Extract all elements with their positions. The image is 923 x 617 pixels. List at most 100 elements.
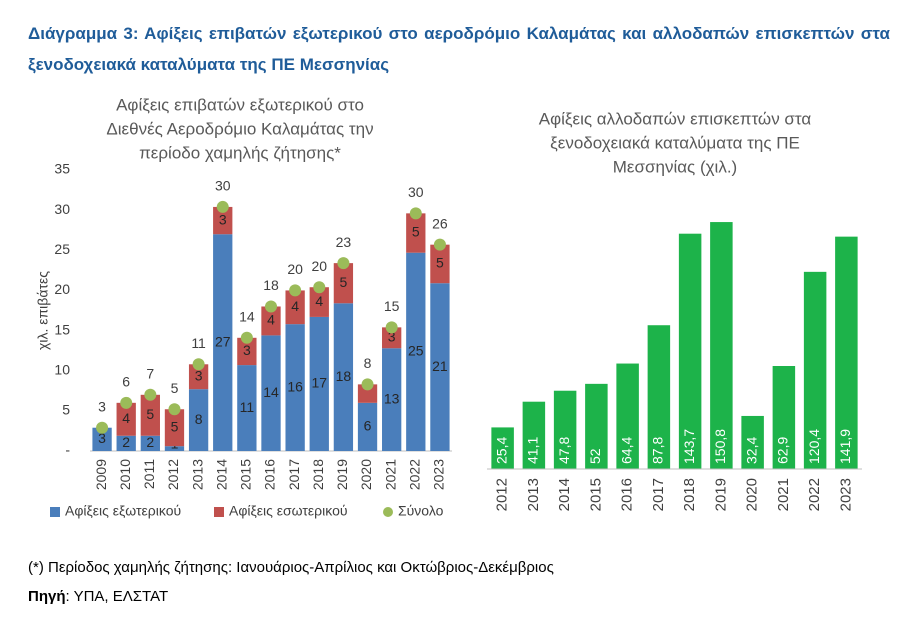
x-tick-label: 2014 (556, 478, 573, 511)
bar (522, 401, 546, 469)
bar-label: 120,4 (806, 429, 822, 464)
total-label: 20 (287, 261, 303, 277)
segment-label: 5 (340, 274, 348, 290)
total-dot (433, 238, 446, 251)
x-tick-label: 2021 (382, 459, 398, 490)
bar-segment (382, 327, 402, 349)
y-tick-label: 35 (54, 161, 70, 177)
segment-label: 2 (146, 434, 154, 450)
bar-segment (188, 364, 209, 390)
segment-label: 3 (388, 329, 396, 345)
legend-label: Σύνολο (398, 503, 444, 519)
segment-label: 11 (240, 399, 255, 415)
total-label: 30 (408, 184, 424, 200)
x-tick-label: 2023 (431, 459, 447, 490)
legend-label: Αφίξεις εξωτερικού (65, 503, 181, 519)
total-dot (385, 321, 398, 334)
total-dot (361, 378, 374, 391)
bar-segment (213, 234, 233, 451)
total-label: 18 (263, 277, 279, 293)
y-tick-label: 30 (54, 201, 70, 217)
y-tick-label: 5 (62, 402, 70, 418)
segment-label: 4 (315, 293, 323, 309)
total-dot (337, 257, 350, 270)
total-dot (192, 358, 205, 371)
total-dot (96, 421, 109, 434)
bar-segment (430, 283, 450, 451)
segment-label: 5 (436, 255, 444, 271)
bar (835, 236, 858, 469)
x-tick-label: 2012 (494, 478, 511, 511)
segment-label: 4 (291, 298, 299, 314)
legend-label: Αφίξεις εσωτερικού (229, 503, 348, 519)
bar-segment (357, 384, 378, 403)
footnote: (*) Περίοδος χαμηλής ζήτησης: Ιανουάριος… (28, 559, 554, 576)
bar (772, 366, 796, 469)
segment-label: 6 (364, 418, 372, 434)
bar-label: 62,9 (775, 437, 791, 464)
bar (616, 363, 639, 469)
bar-segment (430, 244, 450, 284)
total-dot (409, 207, 422, 220)
total-label: 14 (239, 309, 255, 325)
source: Πηγή: ΥΠΑ, ΕΛΣΤΑΤ (28, 588, 168, 605)
bar-segment (116, 435, 136, 451)
x-tick-label: 2015 (238, 459, 254, 490)
y-tick-label: 25 (54, 241, 70, 257)
source-label: Πηγή (28, 588, 66, 605)
x-tick-label: 2010 (117, 459, 133, 490)
bar-segment (140, 435, 160, 451)
bar-label: 52 (587, 448, 603, 464)
legend-marker (50, 507, 60, 517)
bar (491, 427, 514, 469)
x-tick-label: 2018 (310, 459, 326, 490)
x-tick-label: 2022 (407, 459, 423, 490)
x-tick-label: 2015 (587, 478, 604, 511)
bar (710, 222, 733, 469)
segment-label: 5 (146, 406, 154, 422)
y-tick-label: 15 (54, 321, 70, 337)
x-tick-label: 2022 (806, 478, 823, 511)
bar-segment (357, 402, 378, 451)
x-tick-label: 2013 (189, 459, 205, 490)
total-dot (265, 300, 277, 313)
total-label: 3 (98, 398, 106, 414)
segment-label: 4 (122, 410, 130, 426)
segment-label: 17 (311, 375, 327, 391)
bar-segment (406, 252, 426, 451)
bar-segment (261, 335, 281, 451)
x-tick-label: 2020 (744, 478, 761, 511)
bar-segment (261, 306, 281, 336)
x-tick-label: 2016 (262, 459, 278, 490)
x-tick-label: 2014 (213, 459, 229, 490)
total-label: 6 (122, 374, 130, 390)
segment-label: 14 (263, 384, 279, 400)
x-tick-label: 2016 (619, 478, 636, 511)
y-axis-label: χιλ. επιβάτες (35, 271, 51, 350)
bar (678, 233, 702, 469)
segment-label: 4 (267, 312, 275, 328)
y-tick-label: 20 (54, 281, 70, 297)
total-label: 23 (336, 234, 352, 250)
total-label: 26 (432, 215, 448, 231)
bar-label: 41,1 (525, 437, 541, 464)
total-label: 11 (191, 335, 206, 351)
x-tick-label: 2011 (141, 459, 157, 489)
x-tick-label: 2018 (681, 478, 698, 511)
chart-title: περίοδο χαμηλής ζήτησης* (139, 143, 341, 162)
x-tick-label: 2019 (334, 459, 350, 490)
bar-segment (406, 213, 426, 253)
bar (647, 325, 671, 469)
x-tick-label: 2020 (358, 459, 374, 490)
x-tick-label: 2017 (286, 459, 302, 490)
bar (585, 383, 608, 469)
bar-segment (333, 303, 354, 451)
segment-label: 27 (215, 333, 231, 349)
total-dot (240, 331, 253, 344)
bar (803, 271, 827, 469)
segment-label: 3 (243, 342, 251, 358)
bar-segment (382, 348, 402, 451)
total-label: 7 (146, 366, 154, 382)
